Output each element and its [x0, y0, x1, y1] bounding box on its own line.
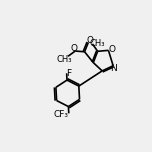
Text: O: O: [86, 36, 93, 45]
Text: O: O: [70, 44, 77, 53]
Text: CH₃: CH₃: [57, 55, 73, 64]
Text: F: F: [66, 69, 72, 78]
Text: CF₃: CF₃: [54, 110, 68, 119]
Text: O: O: [108, 45, 115, 54]
Text: CH₃: CH₃: [90, 39, 105, 48]
Text: N: N: [110, 64, 117, 73]
